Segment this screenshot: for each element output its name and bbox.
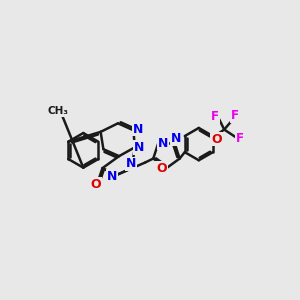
Text: O: O (156, 162, 167, 175)
Text: N: N (107, 170, 117, 183)
Text: N: N (158, 136, 168, 150)
Text: N: N (171, 132, 181, 145)
Text: O: O (211, 133, 222, 146)
Text: N: N (132, 123, 143, 136)
Text: O: O (90, 178, 101, 191)
Text: F: F (231, 109, 239, 122)
Text: N: N (134, 141, 144, 154)
Text: N: N (125, 158, 136, 170)
Text: F: F (236, 132, 244, 145)
Text: F: F (211, 110, 219, 123)
Text: CH₃: CH₃ (48, 106, 69, 116)
